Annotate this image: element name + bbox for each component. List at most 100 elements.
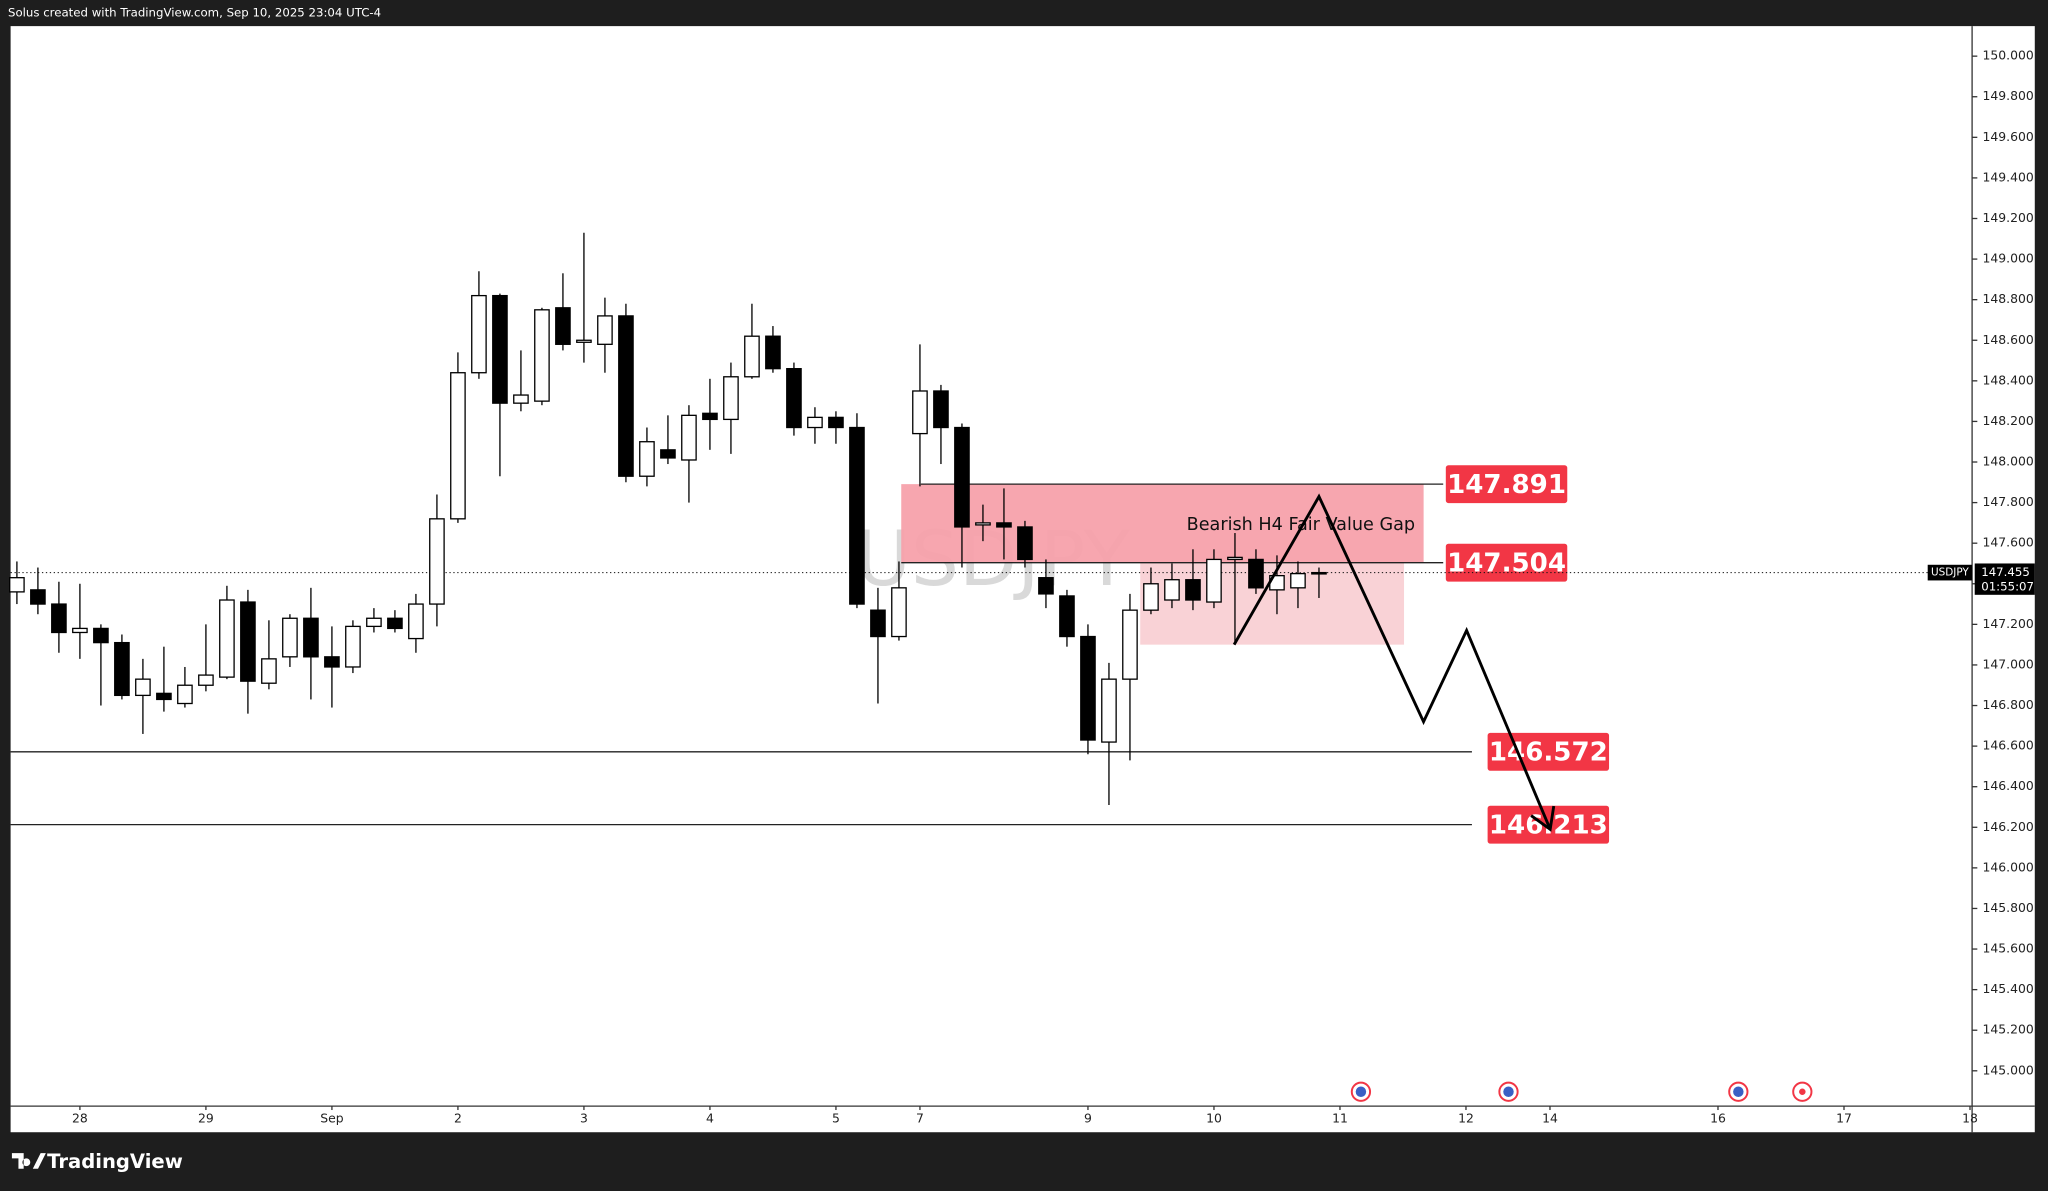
countdown-label: 01:55:07 <box>1981 579 2034 593</box>
candle-body <box>555 307 571 345</box>
x-tick-label: 4 <box>706 1111 714 1126</box>
candle-body <box>282 617 298 658</box>
candle-body <box>933 390 949 429</box>
y-tick-label: 146.800 <box>1983 697 2034 712</box>
chart-area <box>10 26 2035 1133</box>
candle-body <box>954 426 970 528</box>
y-tick-label: 147.800 <box>1983 494 2034 509</box>
candle-body <box>828 416 844 429</box>
event-flag-inner <box>1733 1086 1744 1097</box>
x-tick-label: 3 <box>580 1111 588 1126</box>
y-tick-label: 147.200 <box>1983 616 2034 631</box>
candle-body <box>114 641 130 697</box>
y-tick-label: 145.400 <box>1983 981 2034 996</box>
y-tick-label: 147.600 <box>1983 535 2034 550</box>
logo: TradingView <box>11 1150 183 1173</box>
last-price-badge <box>1974 563 2035 595</box>
candle-body <box>1122 609 1138 680</box>
candle-body <box>366 617 382 628</box>
candle-body <box>492 294 508 404</box>
x-tick-label: 18 <box>1962 1111 1978 1126</box>
y-tick-label: 149.000 <box>1983 251 2034 266</box>
y-tick-label: 145.200 <box>1983 1022 2034 1037</box>
level-box <box>1487 732 1610 771</box>
y-tick-label: 148.600 <box>1983 332 2034 347</box>
event-flag-inner <box>1355 1086 1367 1097</box>
x-tick-label: Sep <box>320 1111 343 1126</box>
y-tick-label: 145.800 <box>1983 900 2034 915</box>
candle-body <box>786 368 802 429</box>
x-tick-label: 14 <box>1542 1111 1558 1126</box>
y-tick-label: 146.200 <box>1983 819 2034 834</box>
logo-mark <box>11 1153 46 1169</box>
x-tick-label: 11 <box>1332 1111 1348 1126</box>
candle-body <box>408 603 424 640</box>
candle-body <box>912 390 928 435</box>
zone-label: Bearish H4 Fair Value Gap <box>1187 515 1415 535</box>
candle-body <box>345 625 361 668</box>
candle-body <box>198 674 214 686</box>
candle-body <box>1227 556 1243 561</box>
candle-body <box>513 394 529 404</box>
candle-body <box>51 603 67 634</box>
candle-body <box>576 339 592 343</box>
y-tick-label: 147.000 <box>1983 656 2034 671</box>
y-tick-label: 149.800 <box>1983 88 2034 103</box>
candle-body <box>156 692 172 701</box>
candle-body <box>765 335 781 370</box>
candle-body <box>303 617 319 658</box>
candle-body <box>219 599 235 678</box>
candle-body <box>30 589 46 605</box>
candle-body <box>135 678 151 697</box>
y-tick-label: 149.200 <box>1983 210 2034 225</box>
candle-body <box>261 658 277 684</box>
y-tick-label: 146.000 <box>1983 859 2034 874</box>
y-tick-label: 146.600 <box>1983 738 2034 753</box>
candle-body <box>744 335 760 378</box>
x-tick-label: 2 <box>454 1111 462 1126</box>
x-tick-label: 17 <box>1836 1111 1852 1126</box>
event-dividend-inner <box>1799 1088 1806 1096</box>
candle-body <box>1206 558 1222 603</box>
level-label: 147.504 <box>1447 548 1566 578</box>
candle-body <box>618 315 634 477</box>
candle-body <box>723 376 739 421</box>
candle-body <box>429 518 445 605</box>
candle-body <box>1143 583 1159 611</box>
candle-body <box>1059 595 1075 638</box>
candle-body <box>597 315 613 345</box>
level-label: 147.891 <box>1447 470 1566 500</box>
candle-body <box>1185 579 1201 601</box>
x-tick-label: 10 <box>1206 1111 1222 1126</box>
x-tick-label: 16 <box>1710 1111 1726 1126</box>
fvg-zone <box>1140 562 1405 645</box>
candle-body <box>660 449 676 459</box>
level-label: 146.572 <box>1489 738 1608 768</box>
brand: TradingView <box>47 1150 183 1173</box>
candle-body <box>996 522 1012 528</box>
candle-body <box>639 441 655 477</box>
header-text: Solus created with TradingView.com, Sep … <box>8 6 381 20</box>
x-tick-label: 29 <box>198 1111 214 1126</box>
symbol-badge-label: USDJPY <box>1931 567 1969 579</box>
candle-body <box>72 627 88 634</box>
y-tick-label: 148.000 <box>1983 454 2034 469</box>
candle-body <box>870 609 886 638</box>
candle-body <box>450 372 466 520</box>
x-tick-label: 12 <box>1458 1111 1474 1126</box>
candle-body <box>975 522 991 526</box>
candle-body <box>177 684 193 705</box>
event-flag-inner <box>1503 1086 1514 1097</box>
y-tick-label: 148.400 <box>1983 372 2034 387</box>
y-tick-label: 150.000 <box>1983 48 2034 63</box>
candle-body <box>240 601 256 682</box>
candle-body <box>324 656 340 668</box>
candle-body <box>702 412 718 421</box>
candle-body <box>9 577 25 593</box>
y-tick-label: 145.000 <box>1983 1062 2034 1077</box>
candle-body <box>1080 635 1096 741</box>
x-tick-label: 28 <box>72 1111 88 1126</box>
y-tick-label: 149.600 <box>1983 129 2034 144</box>
candle-body <box>471 294 487 374</box>
